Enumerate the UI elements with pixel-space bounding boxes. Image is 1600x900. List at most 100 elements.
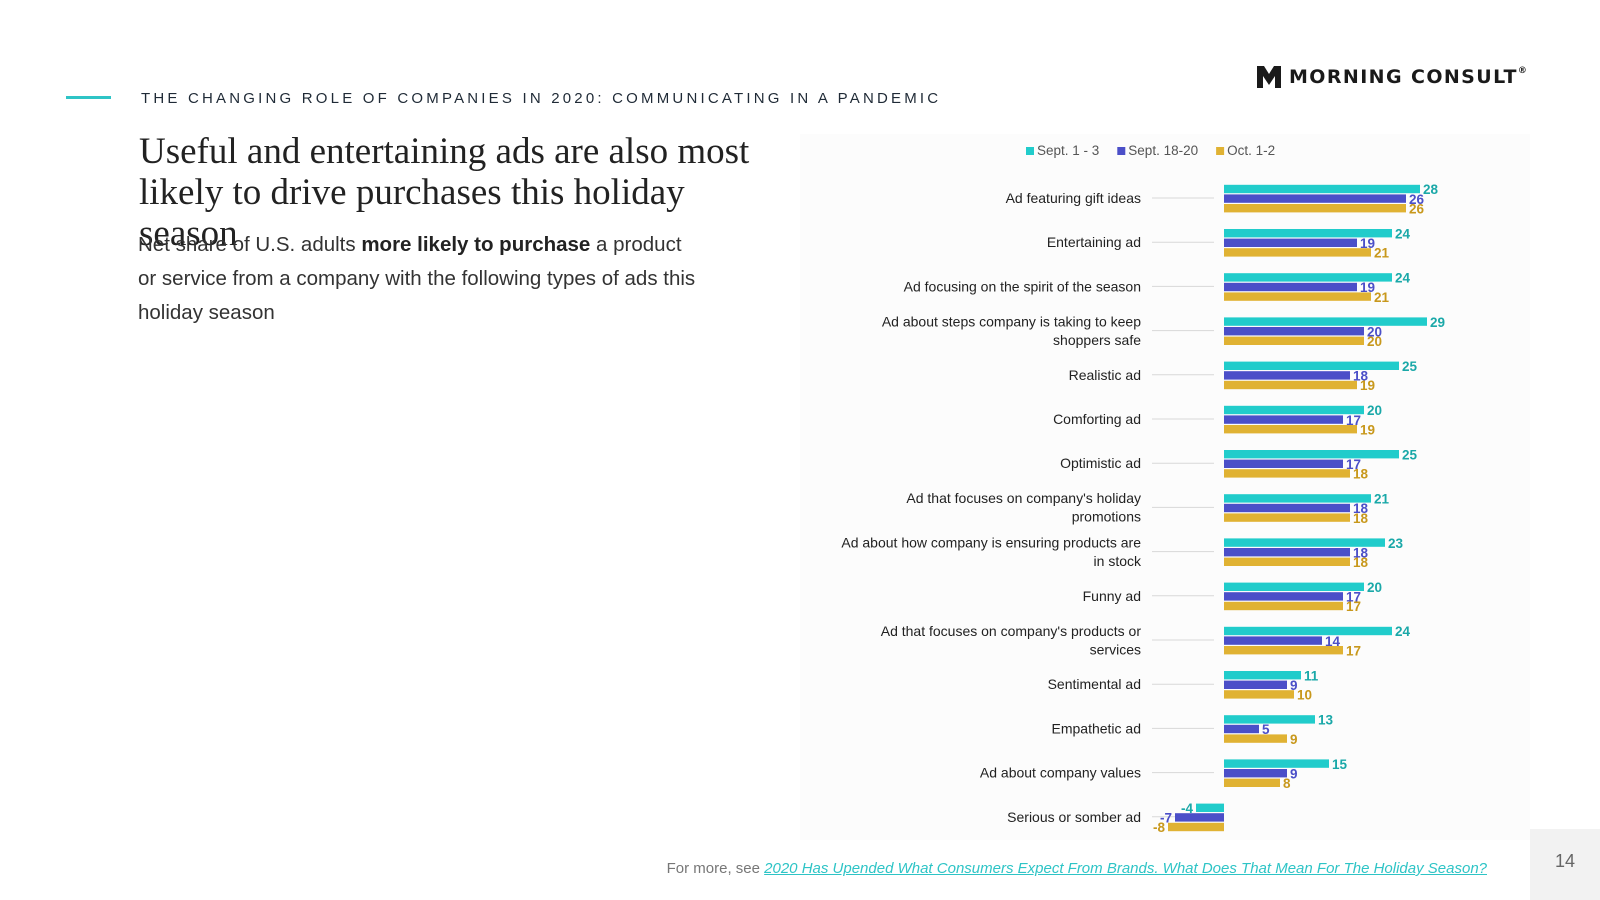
- legend-label-1: Sept. 1 - 3: [1037, 143, 1099, 158]
- bar-3: [1224, 204, 1406, 213]
- bar-2: [1175, 813, 1224, 822]
- bar-2: [1224, 724, 1259, 734]
- data-label-1: 11: [1304, 668, 1319, 683]
- data-label-3: 17: [1346, 643, 1361, 658]
- category-label: Ad featuring gift ideas: [1006, 190, 1141, 206]
- bar-1: [1224, 582, 1364, 591]
- data-label-1: 23: [1388, 536, 1404, 551]
- category-label: Ad about steps company is taking to keep: [882, 313, 1141, 329]
- bar-1: [1224, 184, 1420, 194]
- category-label: in stock: [1094, 553, 1142, 569]
- category-label: Entertaining ad: [1047, 234, 1141, 250]
- page-number-box: 14: [1530, 829, 1600, 900]
- bar-2: [1224, 459, 1343, 468]
- section-kicker: THE CHANGING ROLE OF COMPANIES IN 2020: …: [141, 90, 942, 107]
- data-label-2: 17: [1346, 590, 1361, 605]
- category-label: Ad focusing on the spirit of the season: [904, 278, 1141, 294]
- accent-line: [66, 96, 111, 99]
- category-label: Optimistic ad: [1060, 455, 1141, 471]
- bar-2: [1224, 371, 1350, 380]
- bar-3: [1224, 601, 1343, 611]
- data-label-3: 8: [1283, 776, 1291, 791]
- data-label-2: 17: [1346, 413, 1361, 428]
- bar-3: [1224, 557, 1350, 566]
- bar-1: [1224, 494, 1371, 503]
- bar-1: [1224, 361, 1399, 370]
- data-label-1: 29: [1430, 315, 1445, 330]
- data-label-2: 19: [1360, 280, 1375, 295]
- data-label-1: 20: [1367, 403, 1382, 418]
- data-label-3: 19: [1360, 422, 1375, 437]
- legend-swatch-1: [1026, 147, 1034, 155]
- data-label-3: 9: [1290, 732, 1298, 747]
- data-label-1: 24: [1395, 226, 1411, 241]
- bar-3: [1224, 646, 1343, 655]
- data-label-3: 10: [1297, 688, 1312, 703]
- data-label-2: 18: [1353, 369, 1369, 384]
- category-label: Ad that focuses on company's holiday: [906, 490, 1141, 506]
- bar-3: [1224, 690, 1294, 699]
- bar-2: [1224, 238, 1357, 247]
- data-label-2: 18: [1353, 501, 1369, 516]
- morning-consult-logo-icon: [1257, 66, 1281, 88]
- bar-2: [1224, 636, 1322, 645]
- data-label-2: 9: [1290, 678, 1298, 693]
- category-label: Comforting ad: [1053, 411, 1141, 427]
- data-label-1: 28: [1423, 182, 1439, 197]
- data-label-2: 14: [1325, 634, 1341, 649]
- bar-chart: Sept. 1 - 3 Sept. 18-20 Oct. 1-2 Ad featuri…: [841, 143, 1445, 835]
- data-label-1: 25: [1402, 447, 1418, 462]
- bar-1: [1224, 450, 1399, 459]
- category-label: services: [1090, 641, 1141, 657]
- data-label-1: 15: [1332, 757, 1348, 772]
- bar-3: [1224, 336, 1364, 345]
- data-label-2: 19: [1360, 236, 1375, 251]
- bar-2: [1224, 327, 1364, 336]
- category-label: promotions: [1072, 509, 1141, 525]
- data-label-2: 26: [1409, 192, 1425, 207]
- data-label-2: 20: [1367, 324, 1382, 339]
- chart-subtitle: Net share of U.S. adults more likely to …: [138, 233, 696, 324]
- footer-note: For more, see 2020 Has Upended What Cons…: [666, 860, 1487, 877]
- data-label-3: 18: [1353, 467, 1369, 482]
- logo-text: MORNING CONSULT®: [1289, 66, 1529, 88]
- data-label-1: -4: [1181, 801, 1193, 816]
- data-label-3: 26: [1409, 201, 1425, 216]
- bar-1: [1224, 626, 1392, 636]
- bar-3: [1224, 734, 1287, 743]
- bar-2: [1224, 415, 1343, 424]
- bar-2: [1224, 548, 1350, 557]
- data-label-3: 19: [1360, 378, 1375, 393]
- data-label-3: 17: [1346, 599, 1361, 614]
- category-label: Ad about company values: [980, 765, 1141, 781]
- data-label-2: 17: [1346, 457, 1361, 472]
- bar-1: [1224, 715, 1315, 724]
- bar-3: [1224, 778, 1280, 787]
- category-label: Empathetic ad: [1052, 720, 1142, 736]
- source-link[interactable]: 2020 Has Upended What Consumers Expect F…: [764, 860, 1487, 877]
- bar-1: [1224, 229, 1392, 238]
- bar-2: [1224, 194, 1406, 203]
- category-label: Ad about how company is ensuring product…: [841, 534, 1141, 550]
- category-label: Funny ad: [1083, 588, 1141, 604]
- data-label-1: 20: [1367, 580, 1382, 595]
- bar-2: [1224, 503, 1350, 513]
- data-label-2: 18: [1353, 545, 1369, 560]
- data-label-3: 18: [1353, 511, 1369, 526]
- bar-3: [1224, 425, 1357, 434]
- data-label-3: 21: [1374, 246, 1390, 261]
- legend-swatch-2: [1117, 147, 1126, 155]
- bar-3: [1168, 822, 1224, 832]
- bar-1: [1224, 405, 1364, 415]
- bar-3: [1224, 513, 1350, 522]
- category-label: shoppers safe: [1053, 332, 1141, 348]
- bar-2: [1224, 592, 1343, 601]
- data-label-3: -8: [1153, 820, 1165, 835]
- bar-1: [1224, 759, 1329, 768]
- page-title: Useful and entertaining ads are also mos…: [139, 131, 750, 254]
- bar-3: [1224, 469, 1350, 478]
- data-label-2: -7: [1160, 811, 1172, 826]
- bar-1: [1224, 671, 1301, 680]
- data-label-3: 21: [1374, 290, 1390, 305]
- data-label-3: 18: [1353, 555, 1369, 570]
